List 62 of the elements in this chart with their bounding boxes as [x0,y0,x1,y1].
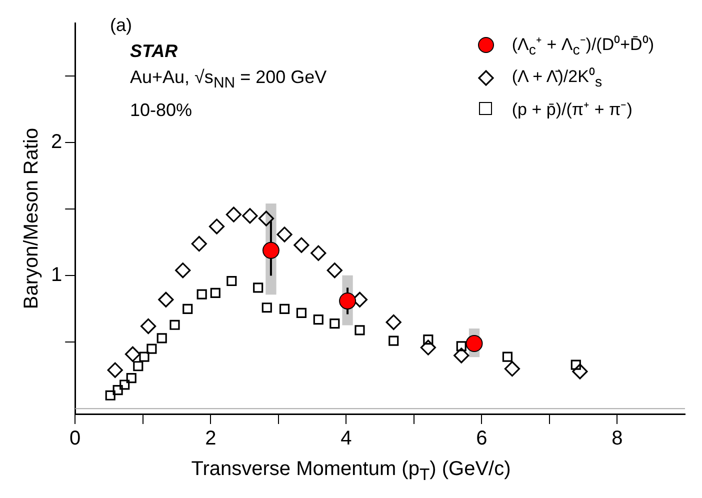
annotation: 10-80% [130,98,194,122]
point [120,380,130,390]
y-axis-title: Baryon/Meson Ratio [20,128,43,310]
annotation: STAR [130,40,179,63]
point [146,344,157,354]
point [354,325,365,336]
point [456,341,466,352]
point [158,292,174,308]
point [126,373,136,384]
legend-label: (p + p̄)/(π⁺ + π⁻) [512,98,632,120]
point [310,245,326,261]
point [210,288,220,298]
point [133,361,144,372]
point [339,292,356,310]
point [242,208,258,224]
point [175,262,191,278]
y-tick-label: 1 [51,264,62,286]
point [258,210,274,226]
point [140,318,156,334]
point [139,352,150,362]
point [294,237,310,253]
point [191,236,207,252]
point [226,276,237,286]
point [572,364,588,380]
point [296,308,306,318]
x-axis-title: Transverse Momentum (p$_{T}$) (GeV/c) [190,458,512,485]
point [423,334,434,345]
x-tick-label: 8 [612,428,623,450]
x-tick-label: 4 [340,428,352,450]
point [105,390,116,400]
point [388,336,399,346]
annotation: Au+Au, √s$_{NN}$ = 200 GeV [130,66,327,94]
point [226,206,242,222]
point [196,289,207,300]
legend-label: (Λ + Λ̄)/2K⁰$_{s}$ [512,66,602,91]
point [386,314,402,330]
x-tick-label: 2 [205,428,216,450]
point [262,242,280,259]
point [208,218,225,234]
legend-label: (Λ$_{c}$⁺ + Λ$_{c}$⁻)/(D⁰+D̄⁰) [512,34,654,58]
point [170,320,180,330]
point [504,360,520,377]
point [124,346,141,362]
point [330,318,340,329]
point [107,362,123,378]
x-tick-label: 6 [476,428,488,450]
point [326,262,342,278]
point [253,282,264,293]
point [570,360,581,370]
point [466,335,483,352]
point [454,348,470,364]
point [502,352,512,362]
point [313,314,324,325]
x-tick-label: 0 [70,428,81,450]
point [182,304,193,314]
point [156,333,167,344]
point [112,385,123,396]
annotation: (a) [110,14,133,37]
point [279,304,290,314]
point [420,340,436,356]
point [262,302,272,313]
point [276,226,292,242]
